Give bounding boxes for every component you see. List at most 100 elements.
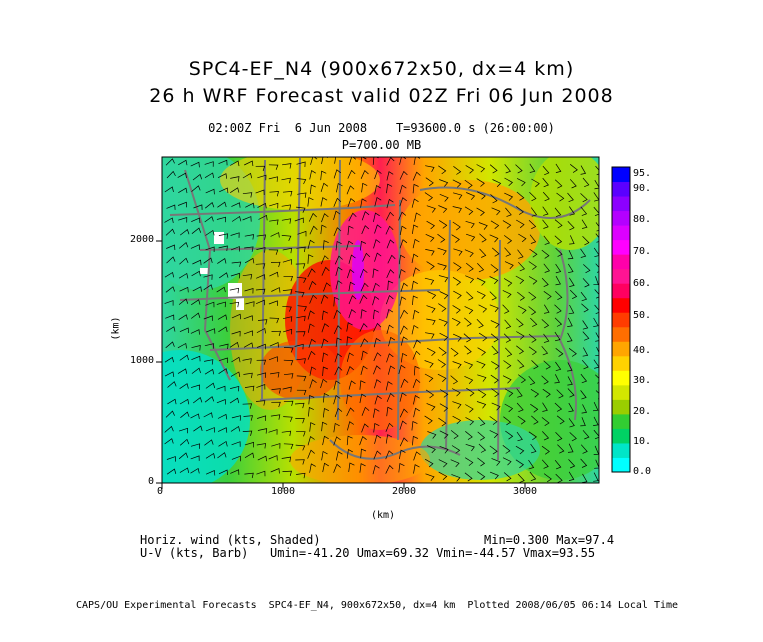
- wind-barb: [348, 157, 357, 166]
- wind-barb: [270, 261, 281, 268]
- wind-barb: [205, 452, 216, 459]
- wind-barb: [373, 365, 381, 375]
- wind-barb: [166, 468, 177, 475]
- wind-barb: [541, 277, 549, 288]
- wind-barb: [190, 384, 200, 391]
- wind-barb: [437, 233, 446, 243]
- wind-barb: [360, 365, 368, 375]
- wind-barb: [296, 431, 306, 437]
- wind-barb: [413, 407, 420, 418]
- wind-barb: [399, 197, 407, 207]
- wind-barb: [489, 304, 499, 313]
- wind-barb: [205, 246, 215, 253]
- colorbar-swatch: [612, 457, 630, 473]
- wind-barb: [439, 332, 449, 342]
- wind-barb: [165, 228, 175, 236]
- wind-barb: [464, 375, 474, 384]
- wind-barb: [424, 373, 434, 382]
- wind-barb: [269, 271, 279, 278]
- wind-barb: [320, 378, 328, 389]
- wind-barb: [453, 290, 462, 300]
- wind-barb: [346, 240, 354, 250]
- wind-barb: [166, 204, 176, 210]
- wind-barb: [398, 462, 405, 473]
- wind-barb: [557, 444, 565, 454]
- wind-barb: [451, 445, 461, 454]
- wind-barb: [386, 353, 394, 363]
- wind-barb: [308, 406, 314, 417]
- wind-barb: [567, 221, 575, 231]
- wind-barb: [217, 258, 227, 264]
- wind-barb: [167, 381, 177, 388]
- colorbar-swatch: [612, 239, 630, 255]
- wind-barb: [399, 225, 407, 236]
- wind-barb: [268, 300, 278, 306]
- wind-barb: [465, 431, 473, 440]
- wind-barb: [374, 196, 382, 207]
- wind-barb: [463, 361, 474, 369]
- wind-barb: [229, 301, 240, 308]
- wind-barb: [555, 361, 562, 372]
- wind-barb: [257, 174, 267, 181]
- wind-barb: [242, 403, 253, 409]
- footer-credit: CAPS/OU Experimental Forecasts SPC4-EF_N…: [76, 600, 679, 611]
- wind-barb: [505, 430, 514, 440]
- wind-barb: [491, 345, 499, 355]
- wind-barb: [569, 289, 578, 300]
- wind-barb: [203, 412, 213, 418]
- wind-barb: [452, 179, 462, 188]
- wind-barb: [167, 398, 177, 405]
- wind-barb: [542, 219, 549, 229]
- wind-barb: [398, 254, 406, 265]
- wind-barb: [385, 450, 394, 460]
- wind-barb: [554, 317, 563, 327]
- wind-barb: [502, 290, 512, 299]
- wind-barb: [464, 472, 473, 482]
- wind-barb: [541, 375, 549, 385]
- wind-barb: [216, 301, 226, 308]
- wind-barb: [582, 278, 590, 288]
- wind-barb: [386, 324, 394, 334]
- wind-barb: [464, 317, 472, 327]
- wind-barb: [426, 403, 436, 411]
- wind-barb: [308, 212, 317, 222]
- wind-barb: [489, 445, 498, 455]
- wind-barb: [517, 305, 527, 314]
- wind-barb: [541, 417, 550, 426]
- wind-barb: [281, 430, 292, 437]
- wind-barb: [385, 422, 394, 432]
- wind-barb: [191, 299, 201, 306]
- wind-barb: [205, 469, 216, 476]
- colorbar-swatch: [612, 210, 630, 226]
- wind-barb: [580, 444, 588, 454]
- wind-barb: [321, 310, 329, 320]
- wind-barb: [464, 306, 474, 315]
- wind-barb: [360, 309, 367, 319]
- wind-barb: [296, 206, 306, 213]
- wind-barb: [166, 456, 176, 462]
- wind-barb: [541, 445, 550, 455]
- wind-barb: [412, 171, 421, 181]
- wind-barb: [256, 372, 267, 378]
- wind-barb: [374, 185, 381, 195]
- wind-barb: [399, 239, 408, 249]
- wind-barb: [543, 235, 550, 245]
- wind-barb: [269, 202, 279, 209]
- map-frame: [161, 156, 600, 484]
- wind-barb: [203, 284, 213, 291]
- wind-barb: [166, 326, 176, 332]
- wind-barb: [398, 364, 406, 375]
- wind-barb: [268, 429, 278, 435]
- wind-barb: [503, 472, 512, 482]
- wind-barb: [477, 457, 486, 467]
- wind-barb: [347, 198, 356, 208]
- wind-barb: [413, 395, 420, 405]
- wind-barb: [244, 234, 255, 240]
- wind-barb: [516, 191, 525, 201]
- wind-barb: [515, 275, 525, 284]
- wind-barb: [346, 269, 355, 279]
- wind-barb: [295, 444, 306, 451]
- wind-barb: [245, 301, 255, 307]
- wind-barb: [372, 464, 380, 475]
- wind-barb: [592, 401, 599, 412]
